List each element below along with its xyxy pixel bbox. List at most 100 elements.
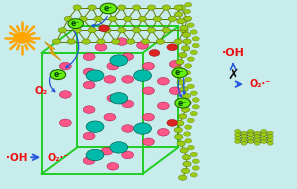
Circle shape: [241, 141, 247, 145]
Circle shape: [143, 113, 154, 121]
Circle shape: [127, 39, 135, 44]
Circle shape: [107, 62, 119, 70]
Circle shape: [192, 36, 199, 41]
Circle shape: [86, 149, 104, 161]
Circle shape: [190, 30, 197, 34]
Circle shape: [187, 145, 195, 150]
Circle shape: [267, 135, 273, 138]
Circle shape: [149, 50, 160, 56]
Circle shape: [178, 114, 187, 119]
Circle shape: [86, 121, 104, 132]
Circle shape: [187, 118, 194, 123]
Circle shape: [156, 39, 165, 44]
Circle shape: [147, 5, 156, 10]
Circle shape: [267, 131, 273, 135]
Circle shape: [180, 28, 188, 33]
Circle shape: [109, 16, 117, 22]
Circle shape: [103, 28, 111, 33]
Circle shape: [248, 129, 254, 133]
Circle shape: [59, 91, 71, 98]
Circle shape: [241, 135, 247, 138]
Circle shape: [241, 138, 247, 142]
Circle shape: [254, 135, 260, 138]
Circle shape: [177, 19, 185, 24]
Circle shape: [174, 5, 182, 10]
Circle shape: [185, 64, 192, 68]
Circle shape: [83, 53, 95, 60]
Circle shape: [180, 87, 188, 92]
Circle shape: [180, 148, 188, 153]
Circle shape: [118, 5, 126, 10]
Circle shape: [157, 102, 169, 110]
Circle shape: [180, 25, 188, 31]
Circle shape: [248, 133, 254, 137]
Circle shape: [59, 62, 71, 70]
Circle shape: [184, 132, 191, 136]
Circle shape: [183, 161, 191, 167]
Circle shape: [167, 44, 178, 51]
Circle shape: [174, 127, 182, 133]
Circle shape: [167, 119, 178, 126]
Text: e⁻: e⁻: [71, 19, 80, 28]
Circle shape: [248, 140, 254, 143]
Circle shape: [235, 140, 241, 143]
Circle shape: [88, 5, 96, 10]
FancyArrowPatch shape: [183, 78, 185, 94]
Circle shape: [122, 125, 134, 132]
Circle shape: [153, 16, 162, 22]
Circle shape: [124, 16, 132, 22]
Circle shape: [184, 16, 192, 21]
Circle shape: [190, 173, 197, 177]
Circle shape: [99, 25, 109, 32]
Text: ·OH: ·OH: [222, 48, 245, 58]
Circle shape: [190, 91, 197, 95]
Circle shape: [137, 42, 148, 49]
Circle shape: [190, 50, 198, 55]
Circle shape: [83, 157, 95, 164]
Text: ✗: ✗: [227, 68, 239, 82]
Circle shape: [83, 132, 95, 140]
Circle shape: [138, 16, 147, 22]
Circle shape: [67, 39, 75, 44]
Circle shape: [132, 28, 141, 33]
Circle shape: [107, 163, 119, 170]
Circle shape: [95, 43, 107, 51]
Circle shape: [122, 100, 134, 108]
FancyArrowPatch shape: [178, 81, 181, 97]
Circle shape: [185, 125, 192, 129]
Circle shape: [192, 105, 199, 109]
Text: O₂·⁻: O₂·⁻: [47, 153, 69, 163]
Circle shape: [110, 93, 128, 104]
Circle shape: [261, 136, 267, 140]
Text: e⁻: e⁻: [53, 70, 63, 79]
Circle shape: [122, 76, 134, 83]
FancyArrowPatch shape: [66, 31, 79, 68]
Circle shape: [181, 107, 190, 112]
Circle shape: [86, 70, 104, 81]
Circle shape: [248, 136, 254, 140]
Circle shape: [83, 81, 95, 89]
Circle shape: [241, 131, 247, 135]
Circle shape: [174, 66, 182, 71]
Circle shape: [267, 138, 273, 142]
Text: O₂·⁻: O₂·⁻: [249, 79, 271, 89]
FancyArrowPatch shape: [50, 70, 55, 92]
Circle shape: [169, 87, 181, 94]
Circle shape: [168, 16, 176, 22]
Circle shape: [162, 5, 170, 10]
Circle shape: [185, 77, 192, 82]
Circle shape: [143, 87, 154, 94]
Circle shape: [179, 53, 187, 58]
Circle shape: [192, 166, 199, 170]
Circle shape: [83, 106, 95, 113]
Circle shape: [192, 98, 199, 102]
Circle shape: [174, 39, 182, 44]
Text: ·OH: ·OH: [6, 153, 27, 163]
Circle shape: [110, 142, 128, 153]
Circle shape: [177, 141, 185, 146]
Circle shape: [122, 151, 134, 159]
Circle shape: [110, 55, 128, 66]
Circle shape: [261, 140, 267, 143]
Circle shape: [157, 129, 169, 136]
Circle shape: [68, 19, 83, 29]
